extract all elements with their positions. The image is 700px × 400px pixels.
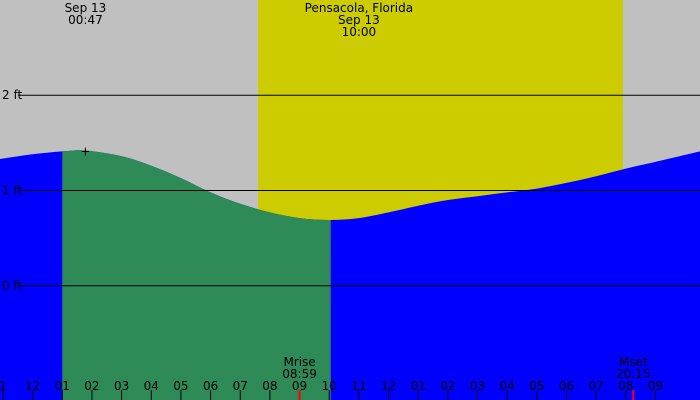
x-tick-label: 04 (500, 379, 515, 393)
y-tick-label: 1 ft (2, 183, 22, 197)
top-annotation-text: Sep 13 (65, 1, 107, 15)
x-tick-label: 09 (292, 379, 307, 393)
x-tick-label: 11 (351, 379, 366, 393)
moon-event-time: 08:59 (282, 367, 317, 381)
x-tick-label: 02 (84, 379, 99, 393)
x-tick-label: 03 (114, 379, 129, 393)
top-annotation-text: 00:47 (68, 13, 103, 27)
x-tick-label: 05 (529, 379, 544, 393)
x-tick-label: 1 (0, 379, 7, 393)
top-annotation-text: 10:00 (342, 25, 377, 39)
x-tick-label: 07 (589, 379, 604, 393)
x-tick-label: 10 (322, 379, 337, 393)
high-tide-marker: + (80, 144, 90, 158)
moon-event-time: 20:15 (616, 367, 651, 381)
x-tick-label: 08 (618, 379, 633, 393)
x-tick-label: 12 (25, 379, 40, 393)
x-tick-label: 06 (559, 379, 574, 393)
x-tick-label: 09 (648, 379, 663, 393)
y-tick-label: 2 ft (2, 88, 22, 102)
x-tick-label: 04 (144, 379, 159, 393)
y-tick-label: 0 ft (2, 279, 22, 293)
x-tick-label: 08 (262, 379, 277, 393)
x-tick-label: 12 (381, 379, 396, 393)
moon-event-name: Mset (619, 355, 648, 369)
top-annotation-text: Pensacola, Florida (305, 1, 413, 15)
x-tick-label: 02 (440, 379, 455, 393)
x-tick-label: 03 (470, 379, 485, 393)
x-tick-label: 07 (233, 379, 248, 393)
x-tick-label: 06 (203, 379, 218, 393)
x-tick-label: 05 (173, 379, 188, 393)
x-tick-label: 01 (411, 379, 426, 393)
tide-area-flood (62, 150, 331, 400)
moon-event-name: Mrise (283, 355, 315, 369)
top-annotation-text: Sep 13 (338, 13, 380, 27)
x-tick-label: 01 (55, 379, 70, 393)
